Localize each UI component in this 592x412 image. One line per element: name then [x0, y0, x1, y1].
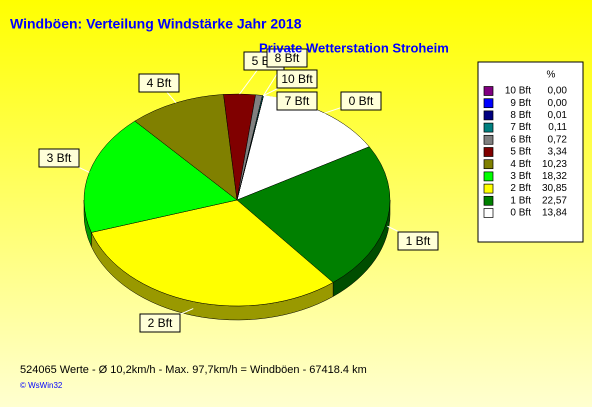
legend-value: 0,72: [548, 134, 568, 145]
slice-label: 2 Bft: [148, 316, 173, 330]
label-box: [276, 69, 318, 89]
legend-value: 0,01: [548, 110, 568, 121]
legend-swatch: [483, 134, 494, 145]
slice-label: 4 Bft: [147, 76, 172, 90]
slice-label: 10 Bft: [281, 72, 313, 86]
legend-label: 7 Bft: [510, 122, 531, 133]
pie: [83, 93, 391, 321]
legend-header: %: [547, 70, 556, 81]
legend-swatch: [483, 183, 494, 194]
legend-swatch: [483, 159, 494, 170]
slice-label: 7 Bft: [285, 94, 310, 108]
legend-label: 2 Bft: [510, 183, 531, 194]
legend-label: 1 Bft: [510, 195, 531, 206]
label-box: [266, 48, 308, 68]
legend-label: 4 Bft: [510, 159, 531, 170]
legend-box: [477, 61, 584, 243]
legend-swatch: [483, 171, 494, 182]
slice-label: 3 Bft: [47, 151, 72, 165]
slice: [90, 199, 334, 307]
legend-value: 0,00: [548, 98, 568, 109]
slice: [236, 146, 391, 283]
slice-label: 8 Bft: [275, 51, 300, 65]
legend-value: 18,32: [542, 171, 567, 182]
legend-label: 8 Bft: [510, 110, 531, 121]
legend-label: 3 Bft: [510, 171, 531, 182]
label-box: [276, 91, 318, 111]
label-box: [139, 313, 181, 333]
label-box: [138, 73, 180, 93]
legend-swatch: [483, 122, 494, 133]
legend-swatch: [483, 147, 494, 157]
legend-swatch: [483, 110, 494, 121]
legend-value: 0,11: [548, 122, 567, 133]
legend-label: 0 Bft: [510, 208, 531, 219]
legend-swatch: [483, 98, 494, 109]
footer: 524065 Werte - Ø 10,2km/h - Max. 97,7km/…: [20, 364, 367, 376]
credit: © WsWin32: [20, 381, 63, 390]
legend-value: 22,57: [542, 195, 567, 206]
legend-value: 13,84: [542, 208, 567, 219]
legend-value: 0,00: [548, 86, 568, 97]
legend-label: 10 Bft: [505, 86, 531, 97]
legend-swatch: [483, 195, 494, 206]
slice-label: 0 Bft: [349, 94, 374, 108]
legend-swatch: [483, 208, 494, 218]
chart-title: Windböen: Verteilung Windstärke Jahr 201…: [10, 16, 302, 32]
legend-label: 9 Bft: [510, 98, 531, 109]
chart-subtitle: Private Wetterstation Stroheim: [259, 40, 449, 55]
label-box: [38, 148, 80, 168]
slice-label: 1 Bft: [406, 234, 431, 248]
legend-label: 6 Bft: [510, 134, 531, 145]
label-box: [340, 91, 382, 111]
legend-label: 5 Bft: [510, 147, 531, 158]
slice: [83, 120, 238, 233]
legend: 10 Bft 0,00 9 Bft 0,00 8 Bft 0,01 7 Bft 0,11 6 B…: [483, 86, 568, 219]
legend-value: 10,23: [542, 159, 567, 170]
legend-value: 30,85: [542, 183, 567, 194]
legend-value: 3,34: [548, 147, 568, 158]
label-box: [397, 231, 439, 251]
legend-swatch: [483, 86, 494, 96]
